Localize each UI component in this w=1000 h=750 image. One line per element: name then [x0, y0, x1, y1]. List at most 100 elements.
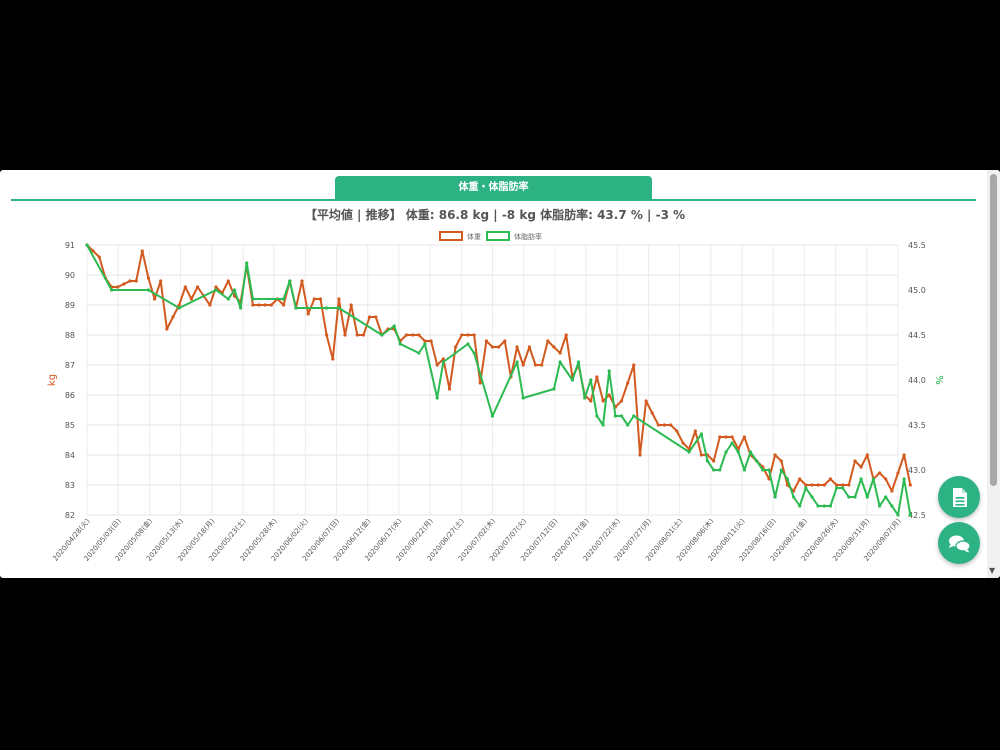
body-fat-data-point: [576, 360, 581, 364]
weight-data-point: [638, 453, 642, 457]
body-fat-data-point: [337, 306, 341, 310]
chat-button[interactable]: [938, 522, 980, 564]
body-fat-data-point: [146, 288, 150, 292]
y-left-tick-label: 88: [65, 331, 75, 340]
weight-data-point: [798, 477, 802, 481]
legend-label: 体重: [467, 232, 481, 241]
weight-data-point: [816, 483, 820, 487]
body-fat-data-point: [779, 468, 783, 472]
weight-data-point: [140, 249, 144, 253]
weight-data-point: [490, 345, 495, 349]
weight-data-point: [847, 483, 851, 487]
body-fat-data-point: [398, 342, 402, 346]
weight-data-point: [601, 399, 605, 403]
body-fat-data-point: [601, 423, 605, 427]
body-fat-data-point: [785, 477, 790, 481]
body-fat-data-point: [515, 360, 519, 364]
weight-data-point: [472, 333, 476, 337]
scroll-down-arrow-icon[interactable]: ▼: [989, 566, 996, 575]
body-fat-data-point: [736, 450, 740, 454]
weight-data-point: [656, 423, 661, 427]
weight-data-point: [312, 297, 316, 301]
body-fat-data-point: [748, 450, 753, 454]
weight-data-point: [171, 315, 175, 319]
weight-data-point: [546, 339, 550, 343]
body-fat-data-point: [822, 504, 826, 508]
weight-data-point: [533, 363, 538, 367]
weight-data-point: [589, 399, 593, 403]
weight-data-point: [712, 459, 716, 463]
weight-data-point: [662, 423, 667, 427]
body-fat-data-point: [853, 495, 857, 499]
body-fat-data-point: [908, 513, 912, 517]
weight-data-point: [540, 363, 544, 367]
y-left-tick-label: 89: [65, 301, 75, 310]
scrollbar[interactable]: ▼: [987, 170, 1000, 578]
body-fat-data-point: [816, 504, 820, 508]
body-fat-data-point: [619, 414, 624, 418]
weight-data-point: [693, 429, 697, 433]
weight-data-point: [189, 297, 193, 301]
body-fat-data-point: [878, 504, 882, 508]
weight-data-point: [552, 345, 556, 349]
body-fat-data-point: [724, 450, 728, 454]
y-left-tick-label: 91: [65, 241, 75, 250]
weight-data-point: [902, 453, 906, 457]
body-fat-data-point: [792, 495, 796, 499]
body-fat-data-point: [570, 378, 575, 382]
weight-data-point: [822, 483, 826, 487]
weight-data-point: [343, 333, 347, 337]
weight-data-point: [626, 381, 630, 385]
body-fat-data-point: [558, 360, 562, 364]
body-fat-data-point: [847, 495, 851, 499]
weight-data-point: [122, 282, 126, 286]
weight-data-point: [331, 357, 335, 361]
body-fat-data-point: [325, 306, 329, 310]
body-fat-data-point: [521, 396, 525, 400]
body-fat-data-point: [767, 468, 771, 472]
weight-data-point: [91, 249, 95, 253]
scroll-thumb[interactable]: [990, 174, 997, 486]
body-fat-data-point: [226, 297, 230, 301]
tab-weight-body-fat[interactable]: 体重・体脂肪率: [335, 176, 652, 200]
weight-data-point: [804, 483, 808, 487]
body-fat-data-point: [865, 495, 869, 499]
weight-data-point: [595, 375, 599, 379]
weight-data-point: [368, 315, 372, 319]
body-fat-data-point: [687, 450, 691, 454]
weight-data-point: [269, 303, 273, 307]
body-fat-data-point: [835, 486, 839, 490]
body-fat-series-line: [86, 244, 912, 516]
body-fat-data-point: [705, 459, 710, 463]
body-fat-data-point: [245, 261, 249, 265]
weight-data-point: [810, 483, 814, 487]
weight-data-point: [349, 303, 353, 307]
body-fat-data-point: [214, 288, 218, 292]
weight-data-point: [558, 351, 562, 355]
body-fat-data-point: [742, 468, 747, 472]
body-fat-data-point: [239, 306, 243, 310]
y-left-tick-label: 85: [65, 421, 75, 430]
body-fat-data-point: [423, 342, 427, 346]
weight-data-point: [300, 279, 304, 283]
report-button[interactable]: [938, 476, 980, 518]
weight-data-point: [890, 489, 894, 493]
weight-data-point: [908, 483, 912, 487]
chart-panel: 体重・体脂肪率 【平均値 | 推移】 体重: 86.8 kg | -8 kg 体…: [0, 170, 1000, 578]
body-fat-data-point: [472, 351, 476, 355]
body-fat-data-point: [583, 396, 587, 400]
body-fat-data-point: [589, 378, 593, 382]
weight-data-point: [841, 483, 845, 487]
body-fat-data-point: [884, 495, 888, 499]
weight-data-point: [607, 393, 611, 397]
legend-swatch: [439, 231, 463, 241]
legend-label: 体脂肪率: [514, 232, 542, 241]
weight-data-point: [417, 333, 421, 337]
weight-data-point: [208, 303, 212, 307]
weight-data-point: [454, 345, 458, 349]
weight-data-point: [361, 333, 366, 337]
weight-data-point: [466, 333, 470, 337]
y-left-tick-label: 84: [65, 451, 75, 460]
weight-data-point: [878, 471, 882, 475]
body-fat-data-point: [626, 423, 630, 427]
